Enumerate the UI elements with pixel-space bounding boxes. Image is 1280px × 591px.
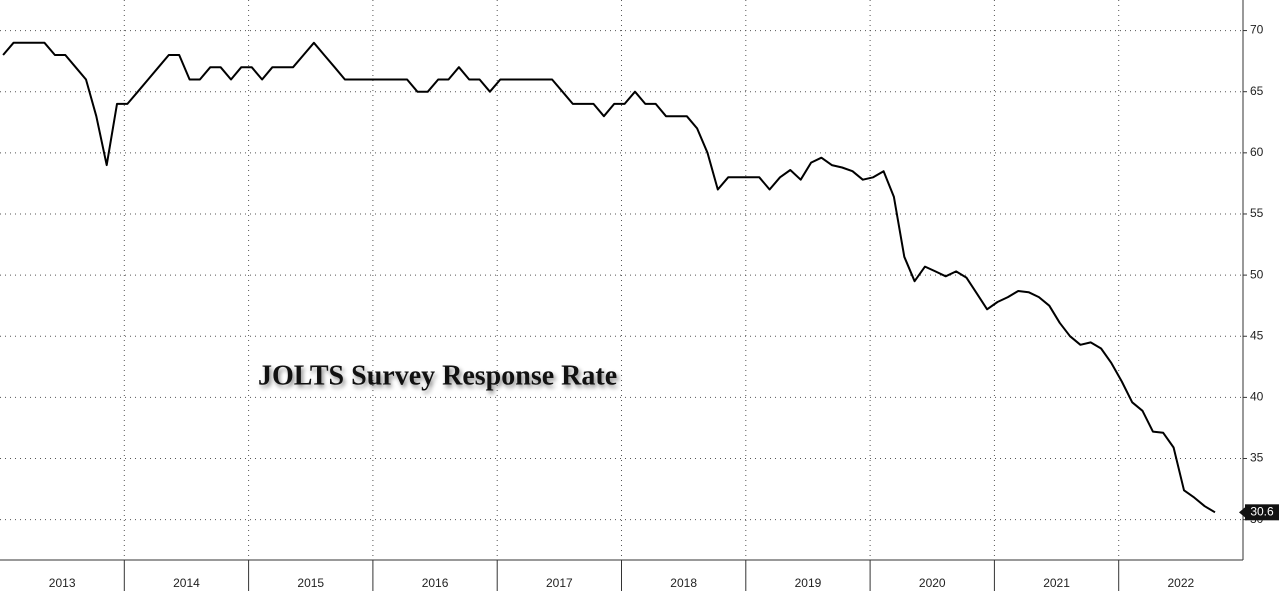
x-tick-label: 2015 (297, 576, 324, 590)
y-tick-label: 40 (1250, 390, 1264, 404)
x-tick-label: 2021 (1043, 576, 1070, 590)
last-value-label: 30.6 (1250, 504, 1274, 518)
y-tick-label: 65 (1250, 84, 1264, 98)
x-tick-label: 2014 (173, 576, 200, 590)
x-tick-label: 2016 (422, 576, 449, 590)
x-tick-label: 2020 (919, 576, 946, 590)
last-value-pointer (1239, 507, 1245, 518)
x-tick-label: 2017 (546, 576, 573, 590)
annotation: JOLTS Survey Response Rate (258, 360, 617, 391)
x-tick-label: 2013 (49, 576, 76, 590)
x-tick-label: 2018 (670, 576, 697, 590)
last-value-box (1245, 504, 1279, 521)
x-tick-label: 2019 (795, 576, 822, 590)
y-tick-label: 55 (1250, 206, 1264, 220)
y-tick-label: 70 (1250, 23, 1264, 37)
data-line (2, 41, 1216, 514)
x-tick-label: 2022 (1167, 576, 1194, 590)
y-tick-label: 45 (1250, 328, 1264, 342)
y-tick-label: 50 (1250, 267, 1264, 281)
y-tick-label: 60 (1250, 145, 1264, 159)
y-tick-label: 35 (1250, 451, 1264, 465)
